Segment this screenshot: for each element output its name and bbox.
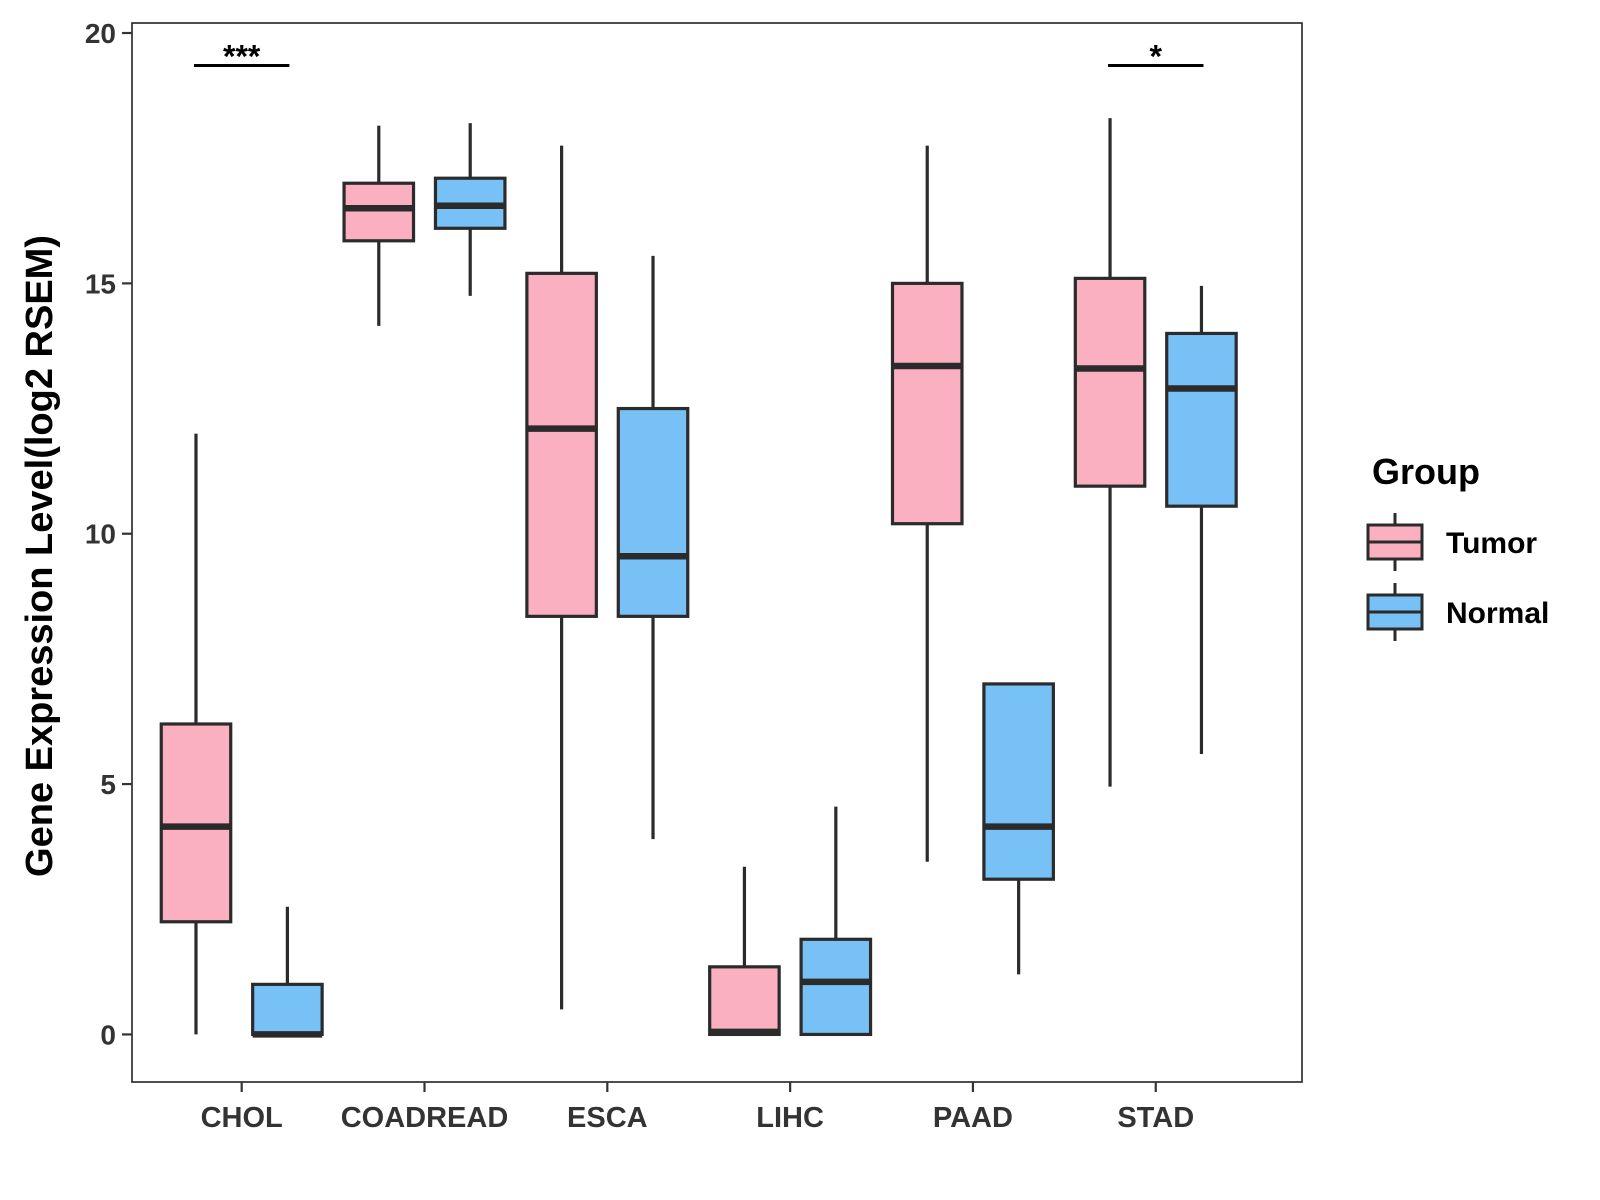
x-tick-label: PAAD <box>933 1102 1013 1134</box>
legend-label: Normal <box>1446 597 1549 630</box>
y-axis-title: Gene Expression Level(log2 RSEM) <box>19 235 61 877</box>
box-iqr <box>616 406 690 618</box>
significance-layer: *** * <box>193 39 1204 75</box>
x-tick-label: COADREAD <box>341 1102 509 1134</box>
box-tumor-chol <box>159 433 233 1035</box>
box-iqr <box>982 682 1055 881</box>
box-iqr <box>159 722 233 924</box>
box-iqr <box>708 965 781 1037</box>
box-normal-chol <box>251 906 324 1038</box>
box-iqr <box>890 281 964 526</box>
box-normal-stad <box>1165 285 1238 755</box>
box-normal-lihc <box>799 806 873 1037</box>
box-iqr <box>799 937 873 1037</box>
box-normal-esca <box>616 255 690 840</box>
box-iqr <box>342 181 416 243</box>
box-tumor-coadread <box>342 125 416 326</box>
box-tumor-lihc <box>708 866 781 1037</box>
legend-item-normal: Normal <box>1366 583 1549 641</box>
box-iqr <box>525 271 598 618</box>
y-tick-label: 15 <box>85 268 116 299</box>
box-iqr <box>1073 276 1147 488</box>
legend-item-tumor: Tumor <box>1366 513 1537 571</box>
box-iqr <box>1165 331 1238 508</box>
x-tick-label: LIHC <box>756 1102 824 1134</box>
box-tumor-esca <box>525 145 598 1010</box>
legend-title: Group <box>1372 451 1480 492</box>
x-tick-label: STAD <box>1117 1102 1194 1134</box>
significance-label: *** <box>223 39 261 75</box>
x-tick-label: ESCA <box>567 1102 648 1134</box>
y-tick-label: 10 <box>85 519 116 550</box>
significance-label: * <box>1150 39 1163 75</box>
y-tick-label: 20 <box>85 18 116 49</box>
plot-area <box>131 22 1303 1083</box>
legend-label: Tumor <box>1446 527 1537 560</box>
box-normal-coadread <box>433 123 507 296</box>
box-normal-paad <box>982 682 1055 975</box>
box-tumor-stad <box>1073 118 1147 787</box>
box-iqr <box>251 982 324 1037</box>
box-tumor-paad <box>890 145 964 862</box>
legend: Group Tumor Normal <box>1366 451 1549 641</box>
plot-panel-border <box>131 22 1303 1083</box>
y-tick-label: 5 <box>100 769 116 800</box>
boxes-layer <box>159 118 1238 1038</box>
y-tick-label: 0 <box>100 1019 116 1050</box>
x-tick-label: CHOL <box>201 1102 283 1134</box>
axes-layer: 0 5 10 15 20 CHOL COADREAD ESCA LIHC PAAD STAD <box>85 18 1194 1134</box>
